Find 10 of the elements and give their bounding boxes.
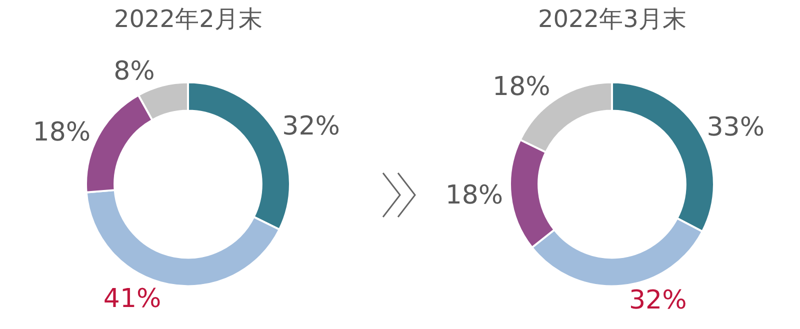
data-label: 41% xyxy=(103,284,162,314)
data-label: 32% xyxy=(629,286,687,316)
data-label: 33% xyxy=(706,112,765,142)
data-label: 18% xyxy=(32,118,91,148)
chart-title: 2022年3月末 xyxy=(538,5,686,33)
data-label: 8% xyxy=(114,56,155,86)
data-label: 18% xyxy=(492,72,550,102)
data-label: 32% xyxy=(282,111,340,142)
chart-title: 2022年2月末 xyxy=(114,5,262,33)
data-label: 18% xyxy=(445,180,504,210)
